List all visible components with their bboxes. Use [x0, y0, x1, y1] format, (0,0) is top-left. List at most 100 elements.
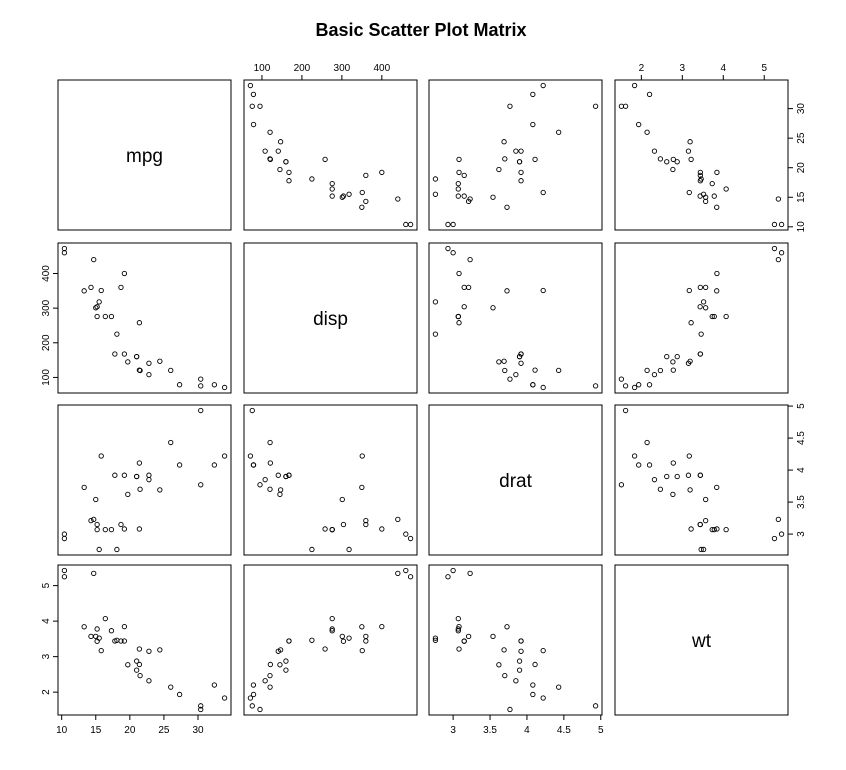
- data-point: [556, 684, 562, 690]
- data-point: [94, 304, 100, 310]
- tick-label: 25: [796, 132, 807, 144]
- data-point: [108, 313, 115, 320]
- data-point: [518, 360, 524, 366]
- data-point: [379, 169, 385, 176]
- data-point: [709, 313, 715, 320]
- data-point: [176, 691, 183, 698]
- data-point: [513, 148, 519, 154]
- data-point: [778, 250, 785, 256]
- data-point: [339, 194, 345, 200]
- tick-label: 20: [124, 725, 136, 736]
- data-point: [118, 521, 124, 528]
- data-point: [112, 638, 118, 644]
- data-point: [198, 376, 204, 382]
- data-point: [465, 633, 472, 640]
- data-point: [96, 299, 102, 305]
- data-point: [631, 384, 638, 391]
- data-point: [283, 658, 289, 664]
- tick-label: 4: [41, 618, 52, 624]
- data-point: [286, 638, 292, 644]
- data-point: [395, 516, 401, 523]
- data-point: [267, 486, 273, 492]
- data-point: [698, 546, 704, 553]
- data-point: [407, 574, 414, 580]
- tick-label: 10: [796, 221, 807, 233]
- tick-label: 5: [761, 63, 767, 74]
- data-point: [96, 546, 102, 553]
- data-point: [455, 626, 461, 632]
- panel-disp-vs-mpg: [57, 242, 232, 394]
- data-point: [98, 287, 104, 294]
- data-point: [346, 191, 352, 197]
- data-point: [61, 535, 68, 542]
- data-point: [697, 178, 703, 184]
- data-point: [618, 482, 625, 488]
- data-point: [670, 491, 676, 498]
- data-point: [518, 178, 524, 184]
- data-point: [136, 320, 143, 326]
- data-point: [108, 526, 115, 533]
- data-point: [697, 284, 703, 291]
- data-point: [134, 353, 140, 360]
- data-point: [688, 156, 694, 163]
- data-point: [363, 521, 369, 528]
- data-point: [198, 706, 204, 713]
- data-point: [697, 304, 703, 310]
- data-point: [403, 221, 409, 228]
- data-point: [674, 473, 680, 480]
- panel-drat-vs-wt: [614, 404, 789, 556]
- data-point: [456, 646, 462, 652]
- tick-label: 400: [41, 265, 52, 282]
- tick-label: 3.5: [796, 495, 807, 509]
- data-point: [711, 193, 717, 199]
- data-point: [465, 284, 472, 291]
- data-point: [146, 372, 152, 378]
- data-point: [98, 453, 104, 459]
- data-point: [309, 546, 315, 553]
- tick-label: 4.5: [796, 431, 807, 445]
- tick-label: 25: [158, 725, 170, 736]
- data-point: [309, 637, 315, 643]
- data-point: [455, 615, 461, 622]
- data-point: [112, 472, 118, 478]
- data-point: [657, 367, 664, 374]
- data-point: [91, 570, 97, 577]
- data-point: [644, 367, 650, 374]
- data-point: [775, 516, 782, 523]
- data-point: [322, 646, 328, 652]
- tick-label: 20: [796, 162, 807, 174]
- data-point: [363, 517, 369, 524]
- data-point: [455, 186, 461, 192]
- data-point: [329, 186, 335, 192]
- data-point: [137, 672, 143, 679]
- data-point: [432, 299, 439, 305]
- data-point: [267, 129, 273, 135]
- data-point: [211, 382, 218, 388]
- tick-label: 200: [41, 334, 52, 351]
- data-point: [714, 288, 720, 294]
- data-point: [88, 517, 94, 524]
- data-point: [592, 103, 599, 109]
- data-point: [518, 148, 524, 154]
- data-point: [518, 351, 524, 357]
- data-point: [445, 245, 451, 252]
- panel-disp-vs-wt: [614, 242, 789, 394]
- data-point: [359, 484, 365, 491]
- data-point: [775, 196, 782, 202]
- data-point: [363, 638, 369, 644]
- data-point: [157, 647, 163, 653]
- data-point: [636, 462, 642, 468]
- data-point: [125, 359, 131, 365]
- data-point: [275, 148, 281, 154]
- data-point: [518, 648, 524, 654]
- data-point: [456, 270, 462, 277]
- data-point: [257, 103, 263, 109]
- data-point: [198, 482, 204, 488]
- data-point: [456, 623, 462, 630]
- tick-label: 2: [41, 689, 52, 695]
- data-point: [685, 472, 692, 478]
- data-point: [631, 453, 638, 459]
- data-point: [267, 439, 273, 446]
- tick-label: 3: [41, 653, 52, 659]
